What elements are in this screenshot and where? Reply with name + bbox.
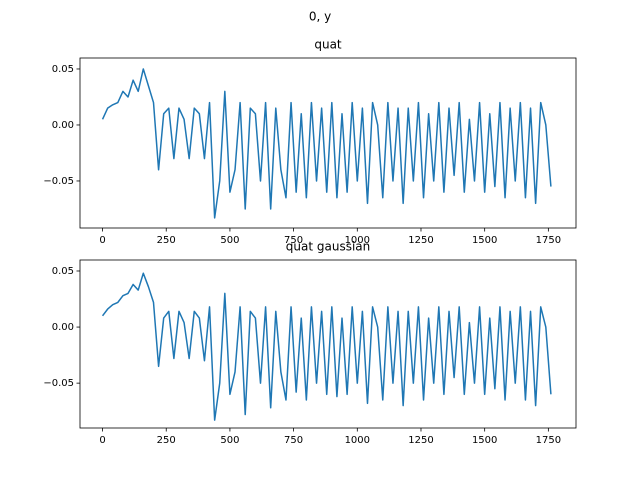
x-tick-label: 1750: [536, 235, 561, 246]
axes-frame: [79, 57, 577, 229]
figure-title: 0, y: [309, 10, 331, 24]
x-tick-label: 1000: [345, 235, 370, 246]
x-tick-label: 0: [99, 235, 105, 246]
x-tick-label: 1250: [408, 435, 433, 446]
x-tick-label: 250: [157, 235, 176, 246]
line: [101, 272, 552, 421]
axes-frame: [79, 259, 577, 429]
x-tick-label: 1000: [345, 435, 370, 446]
axes-title: quat gaussian: [286, 240, 370, 254]
x-tick-label: 250: [157, 435, 176, 446]
x-tick-label: 500: [220, 435, 239, 446]
x-tick-label: 1500: [472, 435, 497, 446]
y-tick-label: 0.00: [52, 120, 74, 131]
y-tick-label: 0.00: [52, 322, 74, 333]
x-tick-label: 1750: [536, 435, 561, 446]
y-tick-label: 0.05: [52, 64, 74, 75]
axes-title: quat: [314, 38, 342, 52]
x-tick-label: 500: [220, 235, 239, 246]
x-tick-label: 750: [284, 235, 303, 246]
line: [101, 68, 552, 219]
x-tick-label: 1500: [472, 235, 497, 246]
y-tick-label: 0.05: [52, 266, 74, 277]
x-tick-label: 0: [99, 435, 105, 446]
x-tick-label: 750: [284, 435, 303, 446]
y-tick-label: −0.05: [43, 378, 74, 389]
x-tick-label: 1250: [408, 235, 433, 246]
y-tick-label: −0.05: [43, 176, 74, 187]
